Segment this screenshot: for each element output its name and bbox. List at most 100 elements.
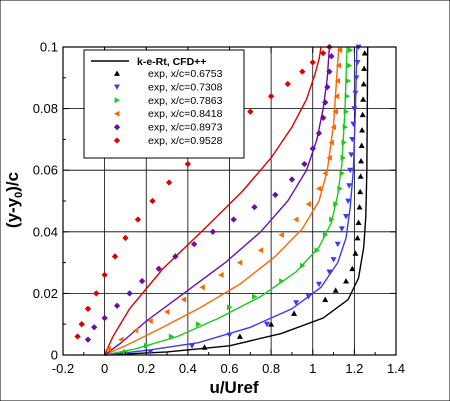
exp-point-series-6 [247,108,254,115]
y-axis-title-tail: )/c [3,172,22,192]
legend-marker-series-2 [114,84,120,90]
exp-point-series-2 [346,183,353,189]
legend-marker-series-1 [114,70,120,76]
exp-point-series-5 [301,160,308,168]
exp-point-series-1 [356,204,363,210]
legend-label-series-4: exp, x/c=0.8418 [148,108,223,120]
x-tick-label: 0 [101,361,108,376]
exp-point-series-6 [320,50,327,57]
exp-point-series-3 [342,124,349,131]
exp-point-series-4 [330,124,336,131]
exp-point-series-6 [74,333,81,340]
exp-point-series-4 [278,231,284,238]
exp-point-series-6 [267,93,275,100]
cfd-line-series-6 [103,46,322,356]
exp-point-series-2 [349,137,356,143]
exp-point-series-3 [343,108,350,115]
exp-point-series-3 [299,262,306,269]
exp-point-series-4 [257,247,264,254]
exp-point-series-5 [190,240,198,248]
exp-point-series-2 [147,349,154,355]
legend-box [83,49,245,159]
exp-point-series-2 [351,106,358,112]
x-axis-title: u/Uref [209,378,258,397]
exp-point-series-2 [293,300,300,306]
cfd-line-series-1 [104,46,369,356]
tick-labels: -0.2 0 0.2 0.4 0.6 0.8 1 1.2 1.400.020.040.060.0… [33,40,405,377]
exp-point-series-2 [326,269,333,275]
exp-point-series-4 [236,259,243,266]
exp-point-series-6 [134,216,142,223]
exp-point-series-5 [315,130,323,137]
exp-point-series-4 [322,170,328,177]
exp-point-series-4 [180,296,187,303]
exp-point-series-3 [339,170,345,177]
exp-point-series-3 [168,333,175,340]
exp-point-series-3 [227,304,233,311]
legend-marker-series-6 [113,137,121,144]
x-tick-label: -0.2 [52,361,74,376]
exp-point-series-2 [305,294,312,300]
exp-point-series-5 [324,83,331,91]
exp-point-series-2 [354,60,361,66]
exp-point-series-3 [314,247,320,254]
exp-point-series-3 [340,154,346,161]
exp-point-series-3 [123,348,129,355]
exp-point-series-2 [343,214,350,220]
exp-point-series-4 [118,336,124,343]
exp-point-series-5 [272,191,279,198]
exp-point-series-4 [335,62,342,69]
exp-point-series-4 [147,318,153,325]
y-axis-title-main: (y-y [3,197,22,228]
x-tick-label: 1 [309,361,316,376]
exp-point-series-4 [105,345,112,352]
exp-point-series-2 [338,226,345,232]
exp-point-series-3 [347,47,354,54]
exp-point-series-1 [361,65,368,71]
y-tick-label: 0.04 [33,224,58,239]
exp-point-series-5 [155,265,162,272]
legend-marker-series-5 [113,123,121,131]
exp-point-series-1 [357,173,364,179]
y-tick-label: 0 [51,348,58,363]
exp-point-series-1 [359,111,366,118]
y-tick-label: 0.06 [33,163,58,178]
exp-point-series-4 [218,271,224,278]
y-tick-label: 0.1 [40,40,58,55]
exp-point-series-6 [122,234,129,242]
exp-point-series-2 [189,343,196,349]
x-tick-label: 0.6 [220,361,238,376]
exp-point-series-3 [195,321,202,328]
exp-point-series-2 [334,241,341,248]
exp-point-series-3 [345,77,352,84]
exp-point-series-4 [332,108,339,115]
exp-point-series-4 [334,77,341,84]
exp-point-series-1 [343,278,350,284]
exp-point-series-1 [322,296,329,302]
exp-point-series-1 [291,310,298,316]
exp-point-series-3 [333,201,339,208]
exp-point-series-2 [315,281,322,288]
exp-point-series-5 [309,145,316,152]
exp-point-series-2 [348,152,355,158]
legend-marker-series-4 [114,110,120,117]
exp-point-series-5 [322,99,329,106]
exp-point-series-4 [336,47,343,54]
exp-point-series-6 [111,253,119,260]
exp-point-series-4 [164,308,170,315]
exp-point-series-3 [344,93,351,100]
exp-point-series-2 [330,257,337,263]
legend-label-series-1: exp, x/c=0.6753 [148,68,223,80]
exp-point-series-6 [149,197,156,205]
exp-point-series-2 [347,167,354,174]
exp-point-series-2 [350,121,357,127]
exp-point-series-1 [349,265,356,272]
exp-point-series-5 [138,277,146,285]
exp-point-series-1 [359,127,366,133]
exp-point-series-4 [315,185,322,192]
y-tick-label: 0.08 [33,101,58,116]
exp-point-series-5 [230,216,237,223]
exp-point-series-5 [113,302,121,309]
exp-point-series-1 [360,96,367,102]
exp-point-series-5 [328,53,335,60]
